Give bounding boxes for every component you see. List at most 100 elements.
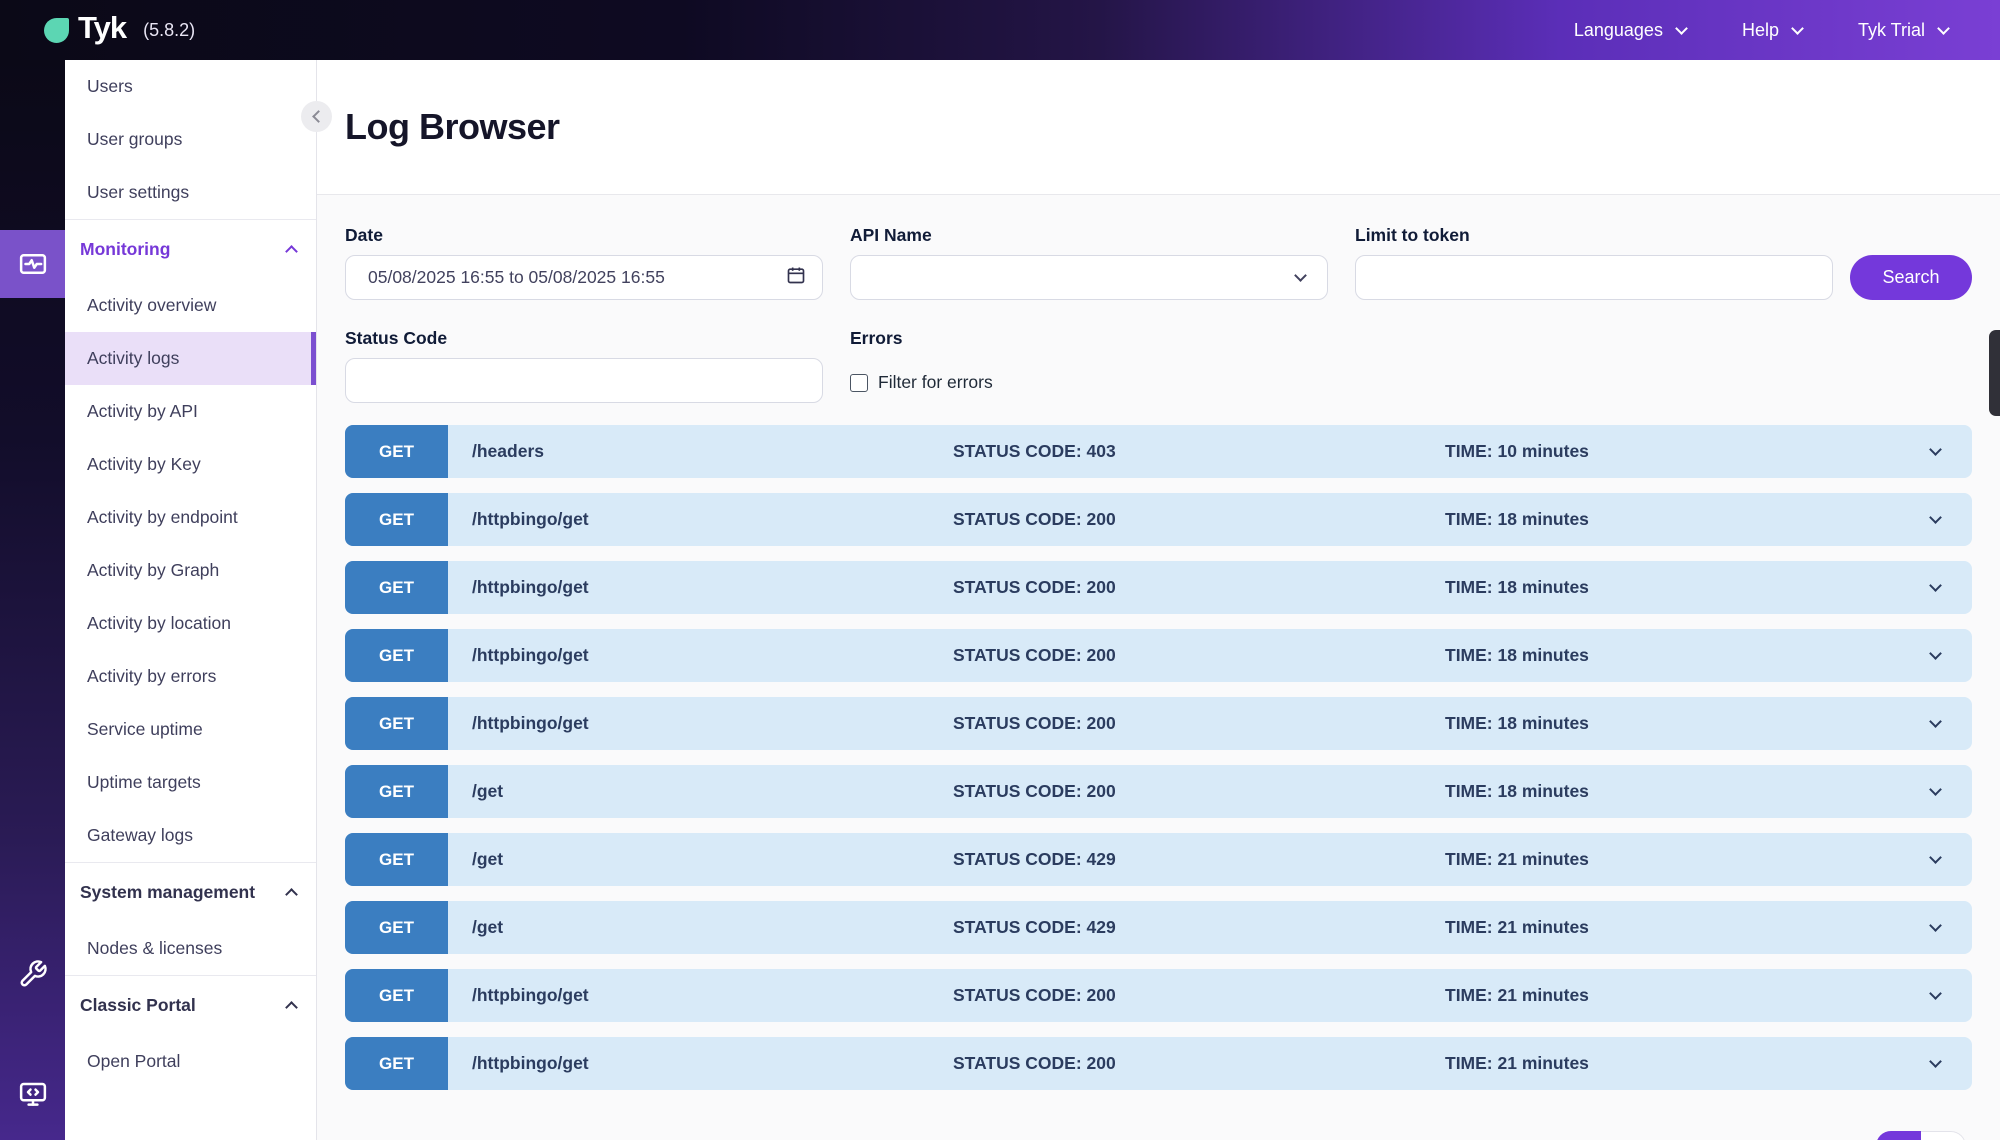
- limit-to-token-input[interactable]: [1372, 267, 1816, 288]
- sidebar-item-activity-by-graph[interactable]: Activity by Graph: [65, 544, 316, 597]
- log-status: STATUS CODE: 429: [953, 849, 1116, 869]
- section-label: Monitoring: [80, 239, 171, 259]
- rail-classic-portal-button[interactable]: [0, 1060, 65, 1128]
- log-row[interactable]: GET /httpbingo/get STATUS CODE: 200 TIME…: [345, 1037, 1972, 1090]
- sidebar-item-activity-by-errors[interactable]: Activity by errors: [65, 650, 316, 703]
- log-row[interactable]: GET /httpbingo/get STATUS CODE: 200 TIME…: [345, 697, 1972, 750]
- sidebar-section-system-management[interactable]: System management: [65, 862, 316, 922]
- brand: Tyk (5.8.2): [44, 10, 195, 46]
- sidebar-item-label: Activity overview: [87, 295, 217, 315]
- topnav: Languages Help Tyk Trial: [1574, 20, 1950, 41]
- log-path: /httpbingo/get: [472, 713, 589, 733]
- log-status: STATUS CODE: 403: [953, 441, 1116, 461]
- status-code-input-box[interactable]: [345, 358, 823, 403]
- limit-to-token-input-box[interactable]: [1355, 255, 1833, 300]
- section-label: Classic Portal: [80, 995, 196, 1015]
- calendar-icon[interactable]: [786, 265, 806, 290]
- nav-languages[interactable]: Languages: [1574, 20, 1688, 41]
- log-time: TIME: 18 minutes: [1445, 577, 1589, 597]
- sidebar-item-label: Service uptime: [87, 719, 203, 739]
- sidebar-item-user-settings[interactable]: User settings: [65, 166, 316, 219]
- chevron-down-icon[interactable]: [1929, 987, 1942, 1000]
- sidebar-item-users[interactable]: Users: [65, 60, 316, 113]
- sidebar-item-label: Users: [87, 76, 133, 96]
- search-button[interactable]: Search: [1850, 255, 1972, 300]
- rail-monitoring-button[interactable]: [0, 230, 65, 298]
- wrench-icon: [20, 960, 47, 987]
- chevron-down-icon[interactable]: [1929, 443, 1942, 456]
- log-status: STATUS CODE: 200: [953, 645, 1116, 665]
- sidebar-item-activity-logs[interactable]: Activity logs: [65, 332, 316, 385]
- sidebar-item-activity-overview[interactable]: Activity overview: [65, 279, 316, 332]
- api-name-select-value[interactable]: [867, 267, 1296, 288]
- log-row[interactable]: GET /get STATUS CODE: 429 TIME: 21 minut…: [345, 901, 1972, 954]
- filter-for-errors-checkbox[interactable]: [850, 373, 868, 392]
- sidebar-item-user-groups[interactable]: User groups: [65, 113, 316, 166]
- method-badge: GET: [345, 561, 448, 614]
- log-row[interactable]: GET /httpbingo/get STATUS CODE: 200 TIME…: [345, 629, 1972, 682]
- filter-for-errors: Filter for errors: [850, 372, 993, 393]
- scrollbar-thumb[interactable]: [1989, 330, 2000, 416]
- portal-monitor-code-icon: [19, 1082, 46, 1106]
- chevron-down-icon[interactable]: [1929, 783, 1942, 796]
- sidebar-collapse-button[interactable]: [301, 101, 332, 132]
- floating-action-button[interactable]: [1876, 1131, 1966, 1140]
- date-range-input[interactable]: [362, 267, 786, 288]
- section-label: System management: [80, 882, 256, 902]
- api-name-select[interactable]: [850, 255, 1328, 300]
- chevron-down-icon[interactable]: [1929, 715, 1942, 728]
- log-time: TIME: 21 minutes: [1445, 985, 1589, 1005]
- filter-row-2: Status Code Errors Filter for errors: [345, 328, 1972, 403]
- log-time: TIME: 18 minutes: [1445, 713, 1589, 733]
- log-path: /headers: [472, 441, 544, 461]
- sidebar-item-label: Activity by Graph: [87, 560, 220, 580]
- sidebar-section-classic-portal[interactable]: Classic Portal: [65, 975, 316, 1035]
- method-badge: GET: [345, 425, 448, 478]
- log-time: TIME: 21 minutes: [1445, 1053, 1589, 1073]
- log-row[interactable]: GET /httpbingo/get STATUS CODE: 200 TIME…: [345, 969, 1972, 1022]
- chevron-left-icon: [311, 110, 325, 123]
- sidebar-section-monitoring[interactable]: Monitoring: [65, 219, 316, 279]
- log-path: /get: [472, 849, 504, 869]
- sidebar-item-label: Gateway logs: [87, 825, 194, 845]
- sidebar-item-gateway-logs[interactable]: Gateway logs: [65, 809, 316, 862]
- method-badge: GET: [345, 629, 448, 682]
- sidebar-item-activity-by-endpoint[interactable]: Activity by endpoint: [65, 491, 316, 544]
- sidebar-item-open-portal[interactable]: Open Portal: [65, 1035, 316, 1088]
- nav-help[interactable]: Help: [1742, 20, 1804, 41]
- rail-system-management-button[interactable]: [0, 940, 65, 1008]
- log-row[interactable]: GET /headers STATUS CODE: 403 TIME: 10 m…: [345, 425, 1972, 478]
- log-path: /httpbingo/get: [472, 645, 589, 665]
- log-path: /get: [472, 917, 504, 937]
- sidebar-item-service-uptime[interactable]: Service uptime: [65, 703, 316, 756]
- chevron-down-icon[interactable]: [1929, 511, 1942, 524]
- chevron-down-icon[interactable]: [1929, 647, 1942, 660]
- method-badge: GET: [345, 1037, 448, 1090]
- log-row[interactable]: GET /httpbingo/get STATUS CODE: 200 TIME…: [345, 561, 1972, 614]
- log-row[interactable]: GET /get STATUS CODE: 200 TIME: 18 minut…: [345, 765, 1972, 818]
- log-row[interactable]: GET /httpbingo/get STATUS CODE: 200 TIME…: [345, 493, 1972, 546]
- date-range-input-box[interactable]: [345, 255, 823, 300]
- sidebar-item-label: Open Portal: [87, 1051, 181, 1071]
- sidebar-item-activity-by-location[interactable]: Activity by location: [65, 597, 316, 650]
- chevron-down-icon[interactable]: [1929, 1055, 1942, 1068]
- sidebar-item-uptime-targets[interactable]: Uptime targets: [65, 756, 316, 809]
- sidebar-item-activity-by-key[interactable]: Activity by Key: [65, 438, 316, 491]
- chevron-down-icon[interactable]: [1929, 579, 1942, 592]
- api-name-field: API Name: [850, 225, 1328, 300]
- sidebar-item-label: User groups: [87, 129, 183, 149]
- log-status: STATUS CODE: 429: [953, 917, 1116, 937]
- fab-left-segment[interactable]: [1876, 1131, 1921, 1140]
- main-content: Log Browser Date API Name: [317, 60, 2000, 1140]
- chevron-down-icon: [1937, 21, 1950, 35]
- sidebar-item-label: User settings: [87, 182, 190, 202]
- sidebar-item-nodes-licenses[interactable]: Nodes & licenses: [65, 922, 316, 975]
- sidebar-item-label: Activity logs: [87, 348, 180, 368]
- chevron-down-icon[interactable]: [1929, 919, 1942, 932]
- chevron-down-icon[interactable]: [1929, 851, 1942, 864]
- sidebar-item-activity-by-api[interactable]: Activity by API: [65, 385, 316, 438]
- log-row[interactable]: GET /get STATUS CODE: 429 TIME: 21 minut…: [345, 833, 1972, 886]
- status-code-input[interactable]: [362, 370, 806, 391]
- nav-tyk-trial[interactable]: Tyk Trial: [1858, 20, 1950, 41]
